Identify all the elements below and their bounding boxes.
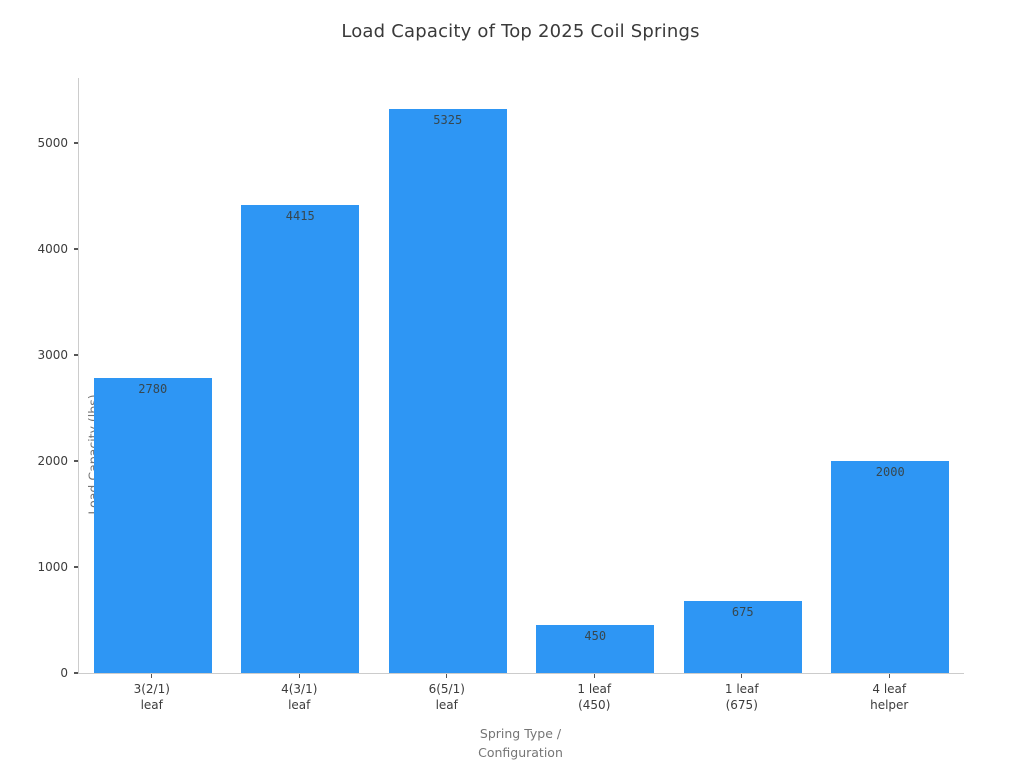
x-tick-mark	[298, 674, 300, 679]
x-tick-label: 1 leaf (675)	[668, 682, 816, 713]
bar: 2000	[831, 461, 950, 673]
bar: 675	[683, 601, 802, 673]
chart-title: Load Capacity of Top 2025 Coil Springs	[341, 21, 700, 42]
x-tick-label: 4(3/1) leaf	[226, 682, 374, 713]
bar: 5325	[388, 108, 507, 673]
x-tick-label-line: 6(5/1)	[428, 682, 465, 696]
x-tick-label-line: (675)	[725, 697, 758, 712]
x-tick-label-line: (450)	[578, 697, 611, 712]
x-tick-label-line: helper	[870, 697, 909, 712]
x-tick-label: 6(5/1) leaf	[373, 682, 521, 713]
x-tick-label-line: leaf	[288, 697, 311, 712]
x-tick-label: 3(2/1) leaf	[78, 682, 226, 713]
x-tick-label: 1 leaf (450)	[521, 682, 669, 713]
y-tick-mark	[74, 566, 78, 568]
x-tick-label-line: 4 leaf	[872, 682, 907, 696]
bar-value-label: 2000	[875, 465, 905, 479]
bar-value-label: 675	[731, 605, 754, 620]
bar-value-label: 5325	[433, 112, 463, 127]
bar: 450	[536, 625, 655, 673]
x-tick-mark	[888, 674, 890, 679]
x-tick-label-line: 1 leaf	[577, 682, 612, 696]
x-tick-mark	[151, 674, 153, 679]
bar: 4415	[241, 205, 360, 673]
x-axis-title-line2: Configuration	[478, 745, 563, 760]
x-tick-label-line: 1 leaf	[724, 682, 759, 696]
y-tick-label: 4000	[37, 241, 68, 256]
bar-value-label: 450	[584, 629, 607, 644]
y-tick-label: 5000	[37, 135, 68, 150]
x-axis-title: Spring Type / Configuration	[78, 724, 963, 762]
x-tick-mark	[593, 674, 595, 679]
y-tick-label: 3000	[37, 347, 68, 362]
y-tick-mark	[74, 672, 78, 674]
plot-area: Load Capacity (lbs) 27804415532545067520…	[78, 78, 964, 674]
x-tick-mark	[741, 674, 743, 679]
x-axis-title-line1: Spring Type /	[479, 726, 562, 741]
x-tick-label-line: 3(2/1)	[133, 682, 170, 696]
bar-value-label: 2780	[138, 382, 168, 397]
y-tick-mark	[74, 142, 78, 144]
bar: 2780	[93, 378, 212, 673]
y-tick-label: 0	[60, 666, 68, 680]
x-tick-mark	[446, 674, 448, 679]
x-tick-label-line: 4(3/1)	[281, 682, 318, 696]
x-tick-label-line: leaf	[435, 697, 458, 712]
y-tick-label: 2000	[37, 453, 68, 468]
x-tick-label: 4 leaf helper	[816, 682, 964, 713]
y-tick-mark	[74, 354, 78, 356]
x-tick-label-line: leaf	[140, 697, 163, 712]
bar-value-label: 4415	[285, 209, 315, 223]
y-tick-mark	[74, 248, 78, 250]
y-tick-mark	[74, 460, 78, 462]
y-tick-label: 1000	[37, 559, 68, 574]
